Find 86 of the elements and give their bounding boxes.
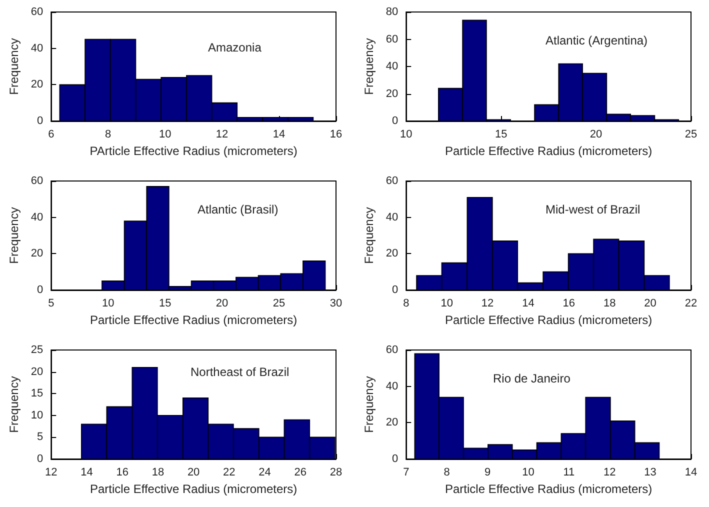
y-tick-label: 20 xyxy=(386,88,398,100)
x-axis-title: PArticle Effective Radius (micrometers) xyxy=(90,144,298,158)
x-tick-label: 12 xyxy=(45,466,58,478)
text: Atlantic (Argentina) xyxy=(546,34,648,48)
x-tick-label: 13 xyxy=(644,466,656,478)
text: Rio de Janeiro xyxy=(493,372,571,386)
x-tick-label: 12 xyxy=(481,298,494,310)
x-tick-label: 10 xyxy=(400,128,412,140)
y-tick-label: 0 xyxy=(392,453,398,465)
y-tick-label: 20 xyxy=(386,248,398,260)
y-tick-label: 10 xyxy=(30,409,44,422)
x-tick-label: 26 xyxy=(294,466,307,478)
x-tick-label: 11 xyxy=(563,466,575,478)
y-axis-title: Frequency xyxy=(7,207,21,264)
text: Amazonia xyxy=(208,40,262,54)
y-tick-label: 60 xyxy=(30,6,44,18)
x-tick-label: 16 xyxy=(330,128,342,140)
x-tick-label: 14 xyxy=(684,466,698,478)
x-tick-label: 15 xyxy=(158,298,172,310)
x-tick-label: 20 xyxy=(590,128,602,140)
x-tick-label: 22 xyxy=(684,298,698,310)
y-tick-label: 60 xyxy=(386,344,398,356)
y-tick-label: 0 xyxy=(37,284,44,296)
x-axis-title: Particle Effective Radius (micrometers) xyxy=(90,482,298,496)
x-tick-label: 10 xyxy=(522,466,534,478)
x-tick-label: 8 xyxy=(403,298,410,310)
y-tick-label: 0 xyxy=(392,284,398,296)
x-tick-label: 22 xyxy=(223,466,236,478)
x-tick-label: 24 xyxy=(258,466,271,478)
x-tick-label: 30 xyxy=(330,298,342,310)
y-tick-label: 20 xyxy=(30,78,44,91)
x-tick-label: 28 xyxy=(330,466,342,478)
x-tick-label: 14 xyxy=(272,128,286,140)
x-tick-label: 14 xyxy=(522,298,534,310)
y-axis-title: Frequency xyxy=(362,376,376,433)
y-tick-label: 25 xyxy=(30,344,44,356)
x-tick-label: 18 xyxy=(603,298,616,310)
y-tick-label: 40 xyxy=(30,42,44,54)
y-tick-label: 0 xyxy=(37,115,44,127)
y-axis-title: Frequency xyxy=(7,376,21,433)
y-tick-label: 60 xyxy=(386,175,398,187)
x-tick-label: 20 xyxy=(644,298,656,310)
x-tick-label: 10 xyxy=(158,128,172,140)
x-tick-label: 12 xyxy=(216,128,228,140)
x-tick-label: 16 xyxy=(562,298,576,310)
x-tick-label: 20 xyxy=(216,298,228,310)
x-tick-label: 6 xyxy=(48,128,54,140)
x-axis-title: Particle Effective Radius (micrometers) xyxy=(444,144,652,158)
y-tick-label: 5 xyxy=(37,431,44,444)
x-tick-label: 12 xyxy=(603,466,616,478)
x-tick-label: 20 xyxy=(187,466,200,478)
x-tick-label: 25 xyxy=(272,298,286,310)
y-tick-label: 20 xyxy=(30,366,44,378)
x-tick-label: 8 xyxy=(444,466,450,478)
y-tick-label: 40 xyxy=(386,60,398,72)
y-tick-label: 20 xyxy=(30,248,44,260)
y-tick-label: 60 xyxy=(386,33,398,46)
y-tick-label: 80 xyxy=(386,6,398,18)
y-tick-label: 40 xyxy=(386,380,398,392)
text: Mid-west of Brazil xyxy=(546,202,640,217)
x-tick-label: 8 xyxy=(105,128,112,140)
x-tick-label: 18 xyxy=(152,466,164,478)
x-tick-label: 7 xyxy=(403,466,410,478)
y-tick-label: 0 xyxy=(37,453,44,465)
text: Atlantic (Brasil) xyxy=(198,202,278,217)
y-tick-label: 40 xyxy=(30,211,44,224)
y-tick-label: 40 xyxy=(386,211,398,224)
x-tick-label: 10 xyxy=(102,298,114,310)
x-tick-label: 10 xyxy=(440,298,453,310)
text: Northeast of Brazil xyxy=(190,365,290,380)
x-tick-label: 5 xyxy=(48,298,54,310)
x-axis-title: Particle Effective Radius (micrometers) xyxy=(444,482,652,496)
y-tick-label: 60 xyxy=(30,175,44,187)
x-axis-title: Particle Effective Radius (micrometers) xyxy=(90,312,298,327)
x-axis-title: Particle Effective Radius (micrometers) xyxy=(444,312,652,327)
y-tick-label: 0 xyxy=(392,115,398,127)
x-tick-label: 9 xyxy=(484,466,491,478)
y-tick-label: 15 xyxy=(30,388,44,400)
y-tick-label: 20 xyxy=(386,416,398,429)
y-axis-title: Frequency xyxy=(362,207,376,264)
x-tick-label: 15 xyxy=(494,128,508,140)
y-axis-title: Frequency xyxy=(7,38,21,95)
x-tick-label: 16 xyxy=(116,466,128,478)
x-tick-label: 14 xyxy=(80,466,93,478)
y-axis-title: Frequency xyxy=(362,38,376,95)
x-tick-label: 25 xyxy=(684,128,698,140)
